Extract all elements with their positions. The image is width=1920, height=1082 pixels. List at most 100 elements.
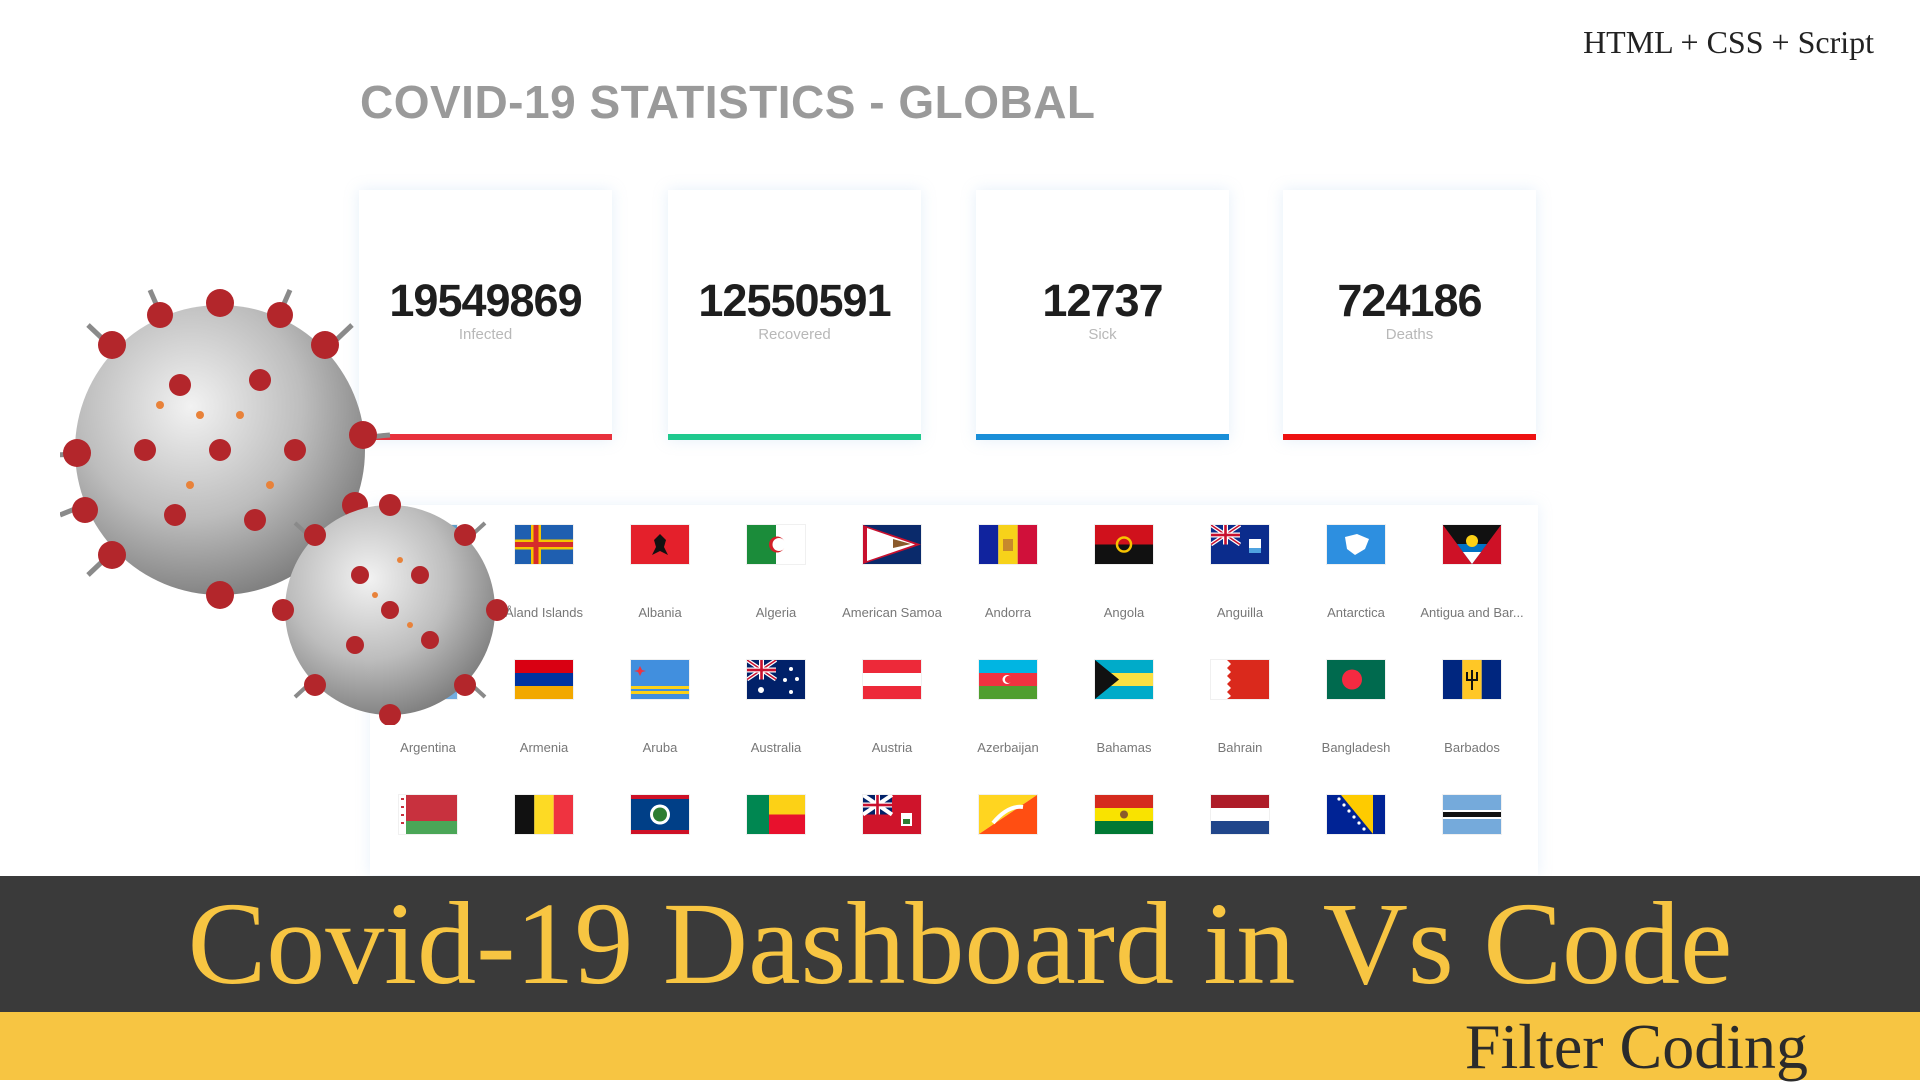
country-name: Bahrain (1217, 740, 1263, 755)
flag-icon (515, 660, 573, 699)
country-name: Angola (1103, 605, 1145, 620)
flag-icon (631, 660, 689, 699)
flag-icon (979, 525, 1037, 564)
stat-card-deaths: 724186 Deaths (1283, 190, 1536, 440)
country-item[interactable]: Barbados (1414, 640, 1530, 770)
banner-title: Covid-19 Dashboard in Vs Code (187, 878, 1733, 1009)
flag-icon (863, 525, 921, 564)
tech-stack-label: HTML + CSS + Script (1583, 24, 1874, 60)
flag-icon (1327, 525, 1385, 564)
country-item[interactable]: Austria (834, 640, 950, 770)
country-item[interactable] (718, 775, 834, 905)
stat-card-infected: 19549869 Infected (359, 190, 612, 440)
country-name: Armenia (519, 740, 569, 755)
country-name: Azerbaijan (977, 740, 1039, 755)
stat-bar-recovered (668, 434, 921, 440)
country-name: Andorra (984, 605, 1032, 620)
channel-name: Filter Coding (1464, 1011, 1808, 1082)
country-item[interactable]: Bahrain (1182, 640, 1298, 770)
flag-icon (515, 795, 573, 834)
country-name: Algeria (755, 605, 797, 620)
stat-card-sick: 12737 Sick (976, 190, 1229, 440)
country-item[interactable] (950, 775, 1066, 905)
flag-icon (1327, 660, 1385, 699)
flag-icon (1095, 525, 1153, 564)
country-item[interactable] (370, 775, 486, 905)
country-item[interactable] (1066, 775, 1182, 905)
flag-icon (399, 795, 457, 834)
country-item[interactable]: Anguilla (1182, 505, 1298, 635)
flag-icon (1211, 660, 1269, 699)
coronavirus-icon (60, 288, 508, 725)
country-item[interactable]: Angola (1066, 505, 1182, 635)
flag-icon (1095, 795, 1153, 834)
country-item[interactable]: Åland Islands (486, 505, 602, 635)
flag-icon (979, 795, 1037, 834)
flag-icon (631, 795, 689, 834)
stat-bar-sick (976, 434, 1229, 440)
flag-icon (863, 660, 921, 699)
stat-bar-deaths (1283, 434, 1536, 440)
country-name: Aruba (642, 740, 678, 755)
flag-icon (863, 795, 921, 834)
countries-panel: Åland Islands Albania Algeria American S… (370, 505, 1538, 875)
flag-icon (747, 525, 805, 564)
country-item[interactable]: Antigua and Bar... (1414, 505, 1530, 635)
country-name: Austria (871, 740, 913, 755)
stat-value-infected: 19549869 (389, 275, 582, 326)
country-item[interactable]: Aruba (602, 640, 718, 770)
flag-icon (1095, 660, 1153, 699)
flag-icon (1211, 795, 1269, 834)
stat-label-deaths: Deaths (1385, 326, 1434, 343)
stat-bar-infected (359, 434, 612, 440)
virus-large (60, 288, 391, 609)
country-name: Bahamas (1096, 740, 1152, 755)
country-name: Albania (638, 605, 682, 620)
country-item[interactable]: Algeria (718, 505, 834, 635)
country-item[interactable]: American Samoa (834, 505, 950, 635)
country-name: Anguilla (1216, 605, 1264, 620)
country-item[interactable]: Bahamas (1066, 640, 1182, 770)
stat-label-sick: Sick (1088, 326, 1117, 343)
country-name: American Samoa (842, 605, 942, 620)
country-item[interactable]: Albania (602, 505, 718, 635)
flag-icon (1211, 525, 1269, 564)
flag-icon (1443, 525, 1501, 564)
virus-small (272, 494, 508, 725)
title-banner: Covid-19 Dashboard in Vs Code (0, 876, 1920, 1012)
footer-bar: Filter Coding (0, 1012, 1920, 1080)
country-item[interactable]: Azerbaijan (950, 640, 1066, 770)
country-name: Antarctica (1327, 605, 1385, 620)
flag-icon (515, 525, 573, 564)
country-item[interactable] (1182, 775, 1298, 905)
country-name: Barbados (1444, 740, 1500, 755)
flag-icon (631, 525, 689, 564)
flag-icon (1443, 795, 1501, 834)
country-item[interactable]: Antarctica (1298, 505, 1414, 635)
country-item[interactable]: Bangladesh (1298, 640, 1414, 770)
country-name: Antigua and Bar... (1420, 605, 1524, 620)
country-item[interactable] (834, 775, 950, 905)
country-item[interactable]: Australia (718, 640, 834, 770)
country-item[interactable]: Andorra (950, 505, 1066, 635)
flag-icon (979, 660, 1037, 699)
country-name: Bangladesh (1321, 740, 1391, 755)
page-title: COVID-19 STATISTICS - GLOBAL (360, 76, 1096, 128)
flag-icon (1327, 795, 1385, 834)
flag-icon (747, 660, 805, 699)
country-name: Argentina (400, 740, 456, 755)
country-item[interactable] (1414, 775, 1530, 905)
country-item[interactable] (602, 775, 718, 905)
stat-value-deaths: 724186 (1337, 275, 1482, 326)
country-item[interactable] (1298, 775, 1414, 905)
flag-icon (1443, 660, 1501, 699)
country-item[interactable] (486, 775, 602, 905)
stat-value-sick: 12737 (1042, 275, 1163, 326)
flag-icon (747, 795, 805, 834)
country-item[interactable]: Armenia (486, 640, 602, 770)
country-name: Australia (750, 740, 802, 755)
stat-card-recovered: 12550591 Recovered (668, 190, 921, 440)
stat-label-recovered: Recovered (758, 326, 831, 343)
stat-label-infected: Infected (458, 326, 513, 343)
stat-value-recovered: 12550591 (698, 275, 891, 326)
